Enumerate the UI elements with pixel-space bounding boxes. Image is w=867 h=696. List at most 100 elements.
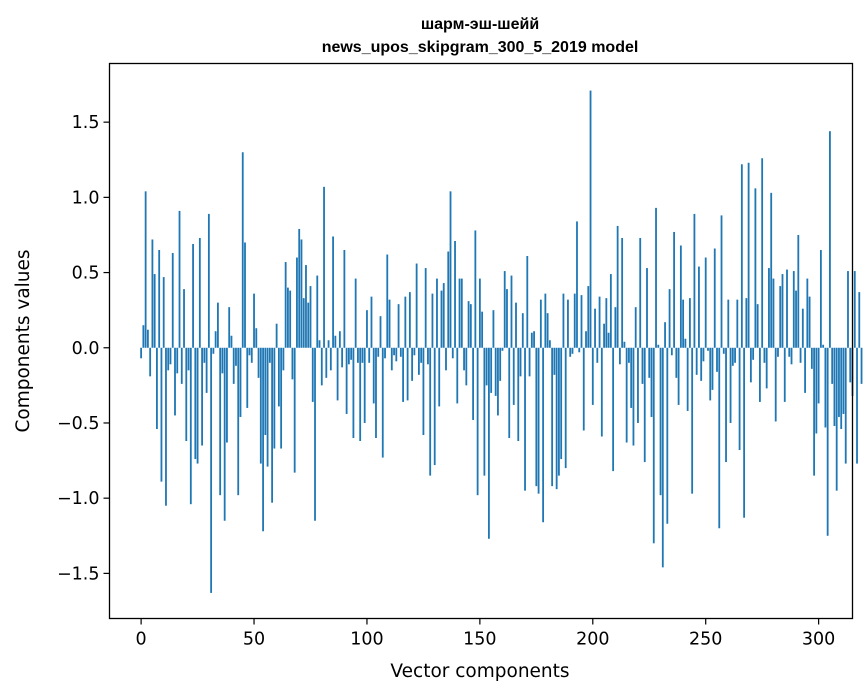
- bar-40: [230, 335, 233, 348]
- bar-297: [810, 347, 813, 369]
- bar-75: [309, 286, 312, 348]
- bar-133: [440, 290, 443, 348]
- x-tick-label: 0: [136, 630, 147, 650]
- x-tick-label: 200: [576, 630, 609, 650]
- bar-219: [634, 307, 637, 348]
- bar-163: [508, 347, 511, 439]
- bar-148: [474, 230, 477, 348]
- bar-215: [625, 347, 628, 443]
- bar-77: [314, 347, 316, 521]
- bar-35: [219, 347, 222, 496]
- bar-74: [307, 302, 310, 348]
- bar-263: [734, 347, 736, 363]
- bar-288: [790, 347, 793, 365]
- bar-122: [415, 263, 418, 348]
- bar-137: [449, 191, 452, 348]
- bar-106: [379, 316, 382, 348]
- bar-253: [711, 347, 714, 390]
- bar-317: [856, 347, 858, 464]
- bar-61: [277, 347, 280, 407]
- bar-269: [747, 162, 750, 348]
- bar-41: [232, 347, 235, 384]
- bar-283: [779, 286, 782, 348]
- bar-52: [257, 347, 260, 378]
- bar-113: [395, 347, 398, 362]
- bar-33: [214, 331, 217, 348]
- bar-220: [637, 347, 639, 423]
- bar-100: [366, 310, 368, 348]
- bar-24: [194, 347, 197, 460]
- bar-293: [801, 308, 804, 348]
- bar-79: [318, 340, 321, 348]
- bar-141: [458, 278, 461, 348]
- bar-277: [765, 347, 768, 389]
- bar-87: [336, 347, 339, 401]
- bar-28: [203, 347, 206, 363]
- bar-147: [472, 347, 474, 420]
- bar-109: [386, 254, 389, 348]
- bar-182: [551, 347, 554, 487]
- bar-289: [792, 271, 795, 348]
- bar-312: [844, 347, 847, 464]
- bar-192: [573, 293, 576, 348]
- bar-146: [469, 304, 472, 348]
- bar-157: [494, 347, 497, 396]
- bar-179: [544, 293, 547, 348]
- bar-91: [345, 347, 348, 414]
- bar-131: [436, 278, 438, 348]
- bar-67: [291, 347, 294, 380]
- bar-278: [768, 268, 770, 348]
- bar-214: [623, 341, 626, 348]
- bar-213: [621, 237, 624, 348]
- bar-62: [280, 347, 283, 449]
- bar-266: [740, 164, 743, 348]
- bar-185: [558, 347, 560, 476]
- bar-260: [727, 299, 730, 348]
- bar-241: [684, 338, 687, 348]
- bar-187: [562, 293, 565, 348]
- bar-290: [795, 290, 797, 348]
- bar-262: [731, 347, 734, 366]
- bar-11: [165, 347, 167, 506]
- bar-275: [761, 158, 764, 348]
- bar-31: [210, 347, 213, 593]
- bar-92: [347, 347, 350, 365]
- bar-4: [149, 347, 152, 377]
- bar-259: [725, 347, 727, 463]
- bar-245: [693, 213, 696, 348]
- bar-313: [847, 271, 849, 348]
- bar-96: [357, 347, 359, 363]
- bar-165: [512, 347, 515, 405]
- bar-223: [643, 347, 646, 463]
- bar-194: [578, 347, 581, 353]
- bar-156: [492, 310, 495, 348]
- bar-265: [738, 347, 741, 451]
- bar-153: [485, 347, 488, 386]
- bar-169: [521, 313, 524, 348]
- bar-295: [806, 278, 809, 348]
- bar-42: [235, 347, 237, 366]
- bar-58: [271, 347, 274, 503]
- bar-237: [675, 347, 678, 378]
- bar-172: [528, 347, 531, 377]
- bar-314: [849, 347, 852, 383]
- bar-285: [783, 347, 786, 402]
- bar-193: [576, 221, 578, 348]
- bar-261: [729, 347, 732, 423]
- bars-group: [140, 90, 863, 593]
- bar-83: [327, 340, 330, 348]
- y-axis-ticks: −1.5 −1.0 −0.5 0.0 0.5 1.0 1.5: [57, 113, 110, 584]
- bar-97: [359, 347, 362, 442]
- bar-247: [698, 266, 700, 348]
- bar-7: [156, 347, 158, 429]
- bar-36: [221, 347, 224, 374]
- y-tick-label: 1.5: [72, 113, 100, 133]
- bar-120: [411, 347, 414, 381]
- bar-236: [673, 231, 675, 348]
- bar-161: [503, 271, 506, 348]
- bar-29: [205, 347, 208, 393]
- bar-238: [677, 347, 680, 405]
- bar-286: [786, 269, 788, 348]
- x-tick-label: 150: [463, 630, 496, 650]
- bar-197: [585, 331, 587, 348]
